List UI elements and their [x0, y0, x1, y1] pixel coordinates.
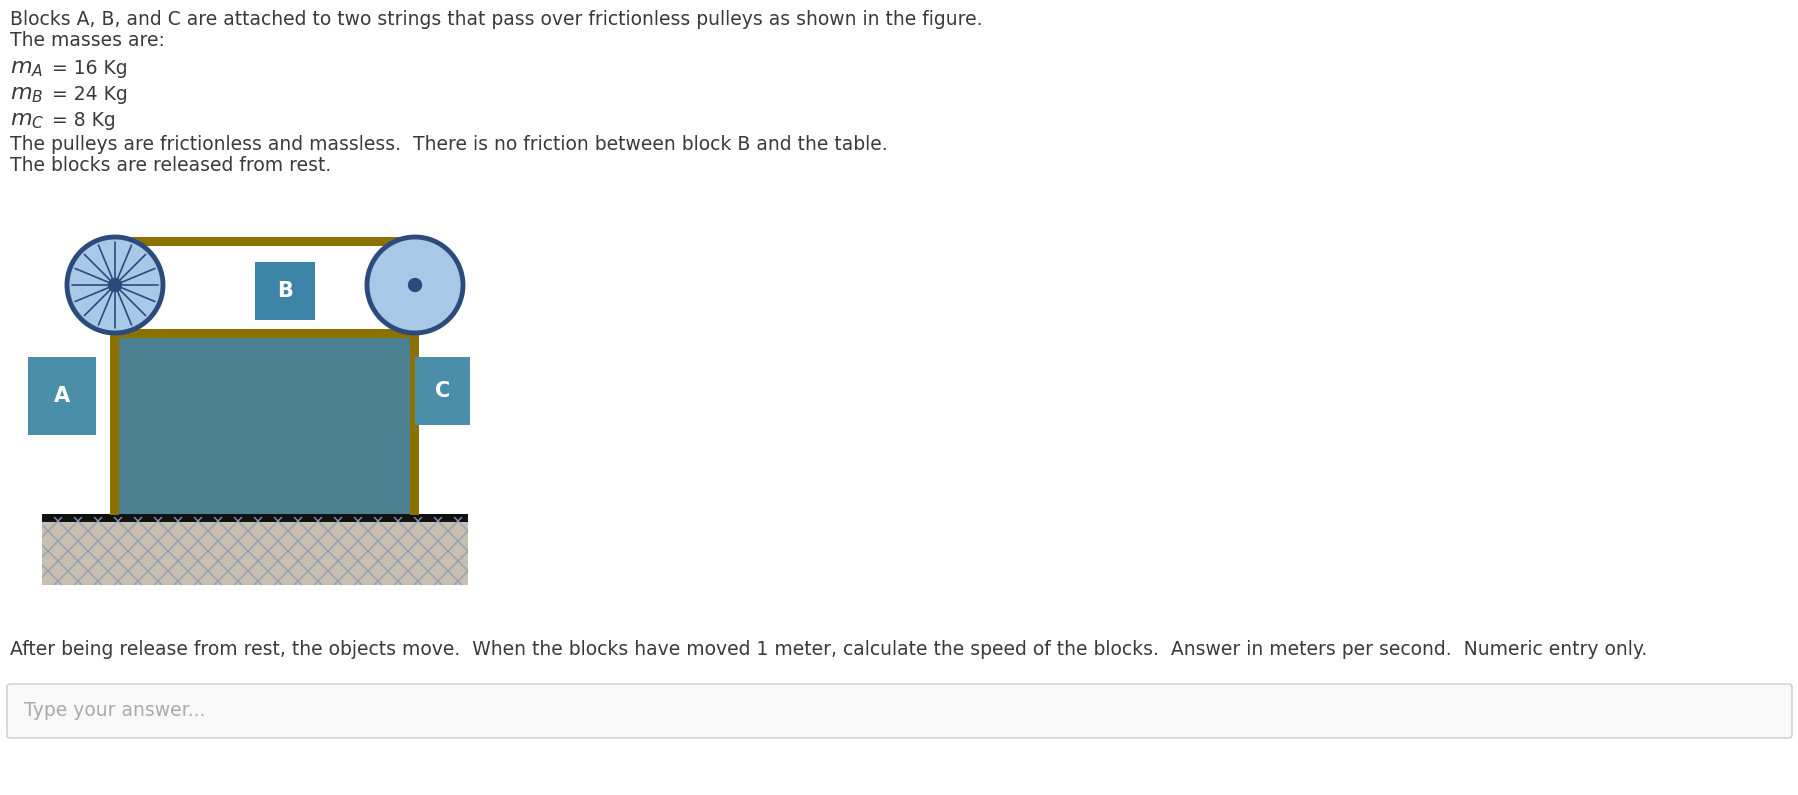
Text: Type your answer...: Type your answer... [23, 701, 205, 720]
Text: The blocks are released from rest.: The blocks are released from rest. [11, 156, 331, 175]
FancyBboxPatch shape [7, 684, 1791, 738]
Text: After being release from rest, the objects move.  When the blocks have moved 1 m: After being release from rest, the objec… [11, 640, 1647, 659]
Bar [115, 237, 415, 246]
Bar [41, 517, 467, 585]
Bar [29, 357, 95, 435]
Bar [410, 324, 419, 515]
Bar [255, 262, 315, 320]
Text: = 8 Kg: = 8 Kg [52, 111, 115, 130]
Text: $m_B$: $m_B$ [11, 85, 43, 105]
Text: The pulleys are frictionless and massless.  There is no friction between block B: The pulleys are frictionless and massles… [11, 135, 886, 154]
Bar [415, 357, 469, 425]
Text: A: A [54, 386, 70, 406]
Text: C: C [435, 381, 450, 401]
Text: The masses are:: The masses are: [11, 31, 165, 50]
Circle shape [408, 279, 421, 291]
Bar [115, 328, 415, 338]
Text: B: B [277, 281, 293, 301]
Bar [110, 324, 119, 515]
Text: Blocks A, B, and C are attached to two strings that pass over frictionless pulle: Blocks A, B, and C are attached to two s… [11, 10, 982, 29]
Bar [410, 333, 419, 357]
Text: $m_C$: $m_C$ [11, 111, 45, 131]
Text: $m_A$: $m_A$ [11, 59, 43, 79]
Text: = 16 Kg: = 16 Kg [52, 59, 128, 78]
Circle shape [367, 237, 462, 333]
Bar [115, 333, 415, 515]
Circle shape [110, 279, 120, 291]
Circle shape [67, 237, 164, 333]
Bar [110, 333, 119, 357]
Bar [41, 514, 467, 522]
Text: = 24 Kg: = 24 Kg [52, 85, 128, 104]
